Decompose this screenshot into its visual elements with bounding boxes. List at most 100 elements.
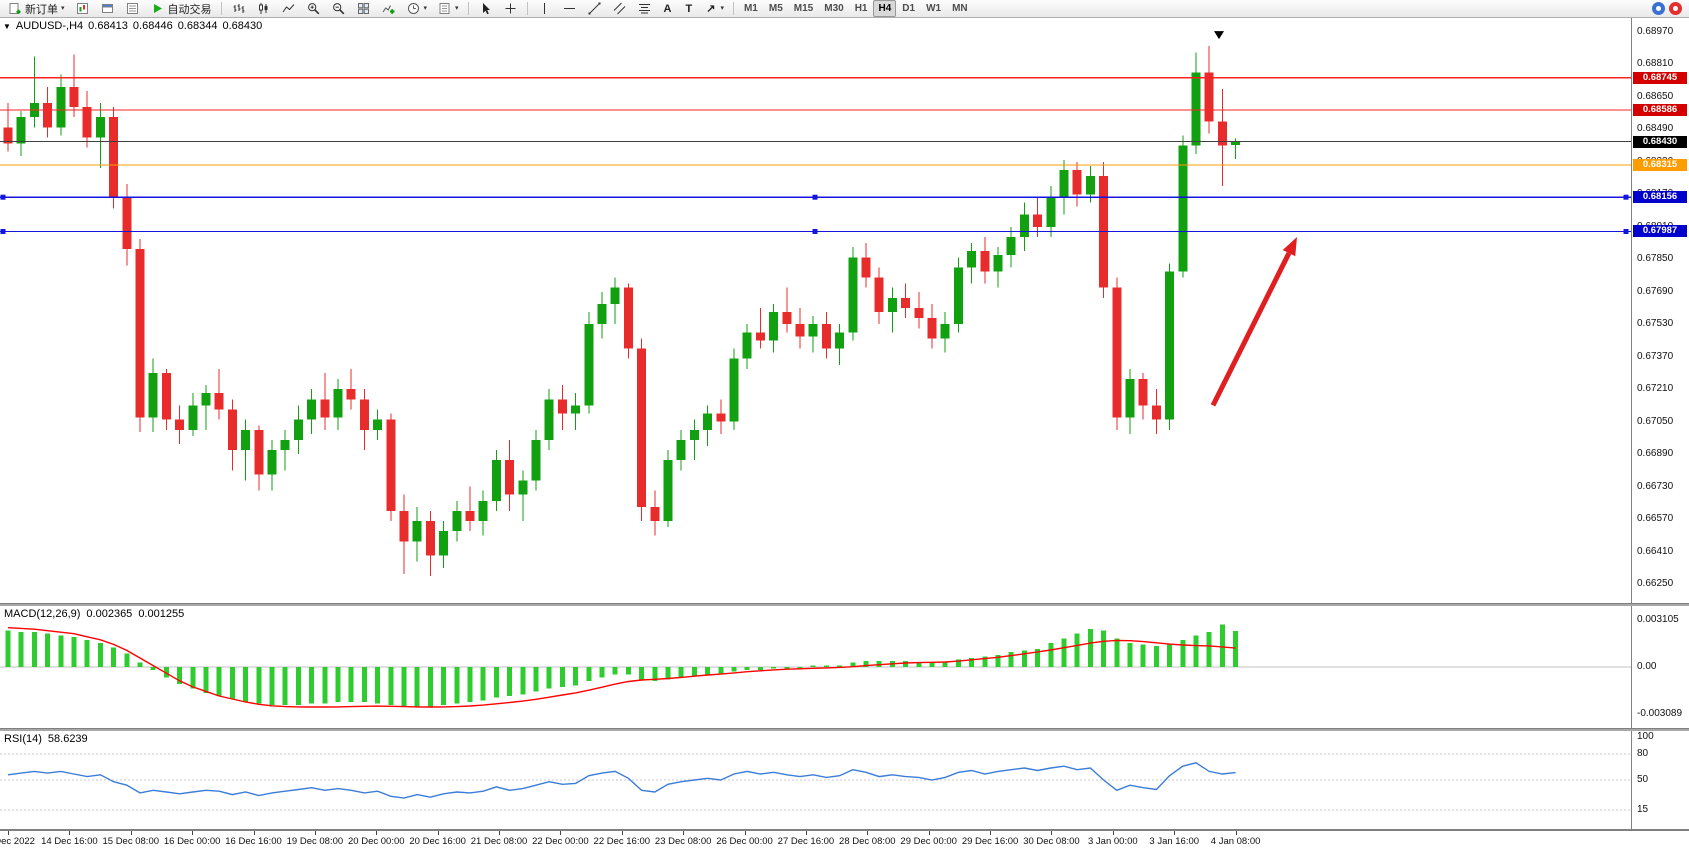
macd-histogram-bar (309, 667, 315, 704)
time-tick (1051, 831, 1053, 835)
hline-handle[interactable] (0, 194, 6, 200)
candle-body (280, 439, 290, 451)
vertical-line-tool-button[interactable] (533, 0, 556, 18)
auto-trading-button[interactable]: 自动交易 (146, 0, 216, 18)
candle-body (1059, 170, 1069, 197)
rsi-canvas[interactable] (0, 731, 1631, 829)
cursor-tool-button[interactable] (474, 0, 497, 18)
panel-splitter[interactable] (0, 604, 1689, 606)
toolbar: 新订单 ▾ 自动交易 (0, 0, 1689, 18)
price-chart-canvas[interactable] (0, 18, 1631, 603)
text-tool-button[interactable]: A (658, 0, 678, 18)
macd-histogram-bar (903, 661, 909, 668)
candle-body (782, 312, 792, 325)
zoom-in-button[interactable] (302, 0, 325, 18)
time-tick (805, 831, 807, 835)
time-label: 30 Dec 08:00 (1023, 836, 1080, 847)
trend-arrow[interactable] (1210, 251, 1292, 407)
hline-handle[interactable] (812, 194, 818, 200)
macd-histogram-bar (177, 667, 183, 684)
candlestick-chart-button[interactable] (252, 0, 275, 18)
candle-body (1138, 379, 1148, 406)
macd-histogram-bar (84, 639, 90, 668)
fibonacci-tool-button[interactable] (633, 0, 656, 18)
candle-body (1033, 214, 1043, 227)
macd-histogram-bar (1233, 631, 1239, 668)
candle-body (623, 287, 633, 349)
add-indicator-button[interactable] (377, 0, 400, 18)
price-scale[interactable]: 0.68745 0.68586 0.68430 0.68315 0.68156 0.679… (1632, 18, 1689, 603)
candle-body (148, 372, 158, 418)
timeframe-H4[interactable]: H4 (873, 0, 897, 17)
macd-histogram-bar (322, 667, 328, 704)
hline-handle[interactable] (1623, 194, 1629, 200)
hline-handle[interactable] (1623, 228, 1629, 234)
timeframe-M30[interactable]: M30 (824, 3, 844, 14)
candle-body (531, 439, 541, 481)
crosshair-tool-button[interactable] (499, 0, 522, 18)
time-label: 16 Dec 00:00 (163, 836, 221, 847)
tile-windows-button[interactable] (352, 0, 375, 18)
horizontal-line-tool-button[interactable] (558, 0, 581, 18)
macd-scale[interactable]: 0.003105 0.00 -0.003089 (1632, 606, 1689, 728)
trend-arrow-head[interactable] (1282, 236, 1297, 257)
time-tick (990, 831, 992, 835)
arrows-tool-button[interactable]: ↗ ▾ (700, 0, 728, 18)
timeframe-D1[interactable]: D1 (902, 3, 916, 14)
candle-body (122, 196, 132, 250)
fibonacci-icon (637, 1, 652, 16)
line-chart-button[interactable] (277, 0, 300, 18)
time-tick (437, 831, 439, 835)
timeframe-M15[interactable]: M15 (793, 3, 814, 14)
time-tick (744, 831, 746, 835)
candle-body (214, 393, 224, 410)
price-tick-label: 0.67050 (1637, 415, 1674, 427)
chart-menu-icon[interactable]: ▼ (3, 21, 11, 31)
candle-body (901, 297, 911, 308)
macd-histogram-bar (348, 667, 354, 703)
macd-histogram-bar (1127, 642, 1133, 668)
candle-body (478, 500, 488, 522)
new-order-button[interactable]: 新订单 ▾ (3, 0, 69, 18)
profiles-button[interactable] (96, 0, 119, 18)
candle-body (188, 405, 198, 430)
templates-button[interactable]: ▾ (433, 0, 463, 18)
macd-histogram-bar (45, 633, 51, 668)
candle-body (3, 127, 13, 144)
rsi-plot: RSI(14) 58.6239 (0, 731, 1632, 829)
periods-button[interactable]: ▾ (402, 0, 432, 18)
mql5-community-icon[interactable] (1652, 2, 1665, 15)
timeframe-MN[interactable]: MN (952, 3, 968, 14)
macd-histogram-bar (850, 662, 856, 668)
notifications-icon[interactable] (1669, 2, 1682, 15)
bar-chart-button[interactable] (227, 0, 250, 18)
timeframe-M5[interactable]: M5 (768, 3, 783, 14)
macd-histogram-bar (137, 662, 143, 668)
close-value: 0.68430 (222, 20, 263, 32)
data-window-button[interactable] (121, 0, 144, 18)
candle-body (491, 460, 501, 501)
hline-handle[interactable] (0, 228, 6, 234)
zoom-out-button[interactable] (327, 0, 350, 18)
templates-icon (437, 1, 452, 16)
candle-body (584, 324, 594, 406)
candle-body (1178, 145, 1188, 272)
time-label: 20 Dec 16:00 (409, 836, 466, 847)
timeframe-M1[interactable]: M1 (743, 3, 758, 14)
macd-histogram-bar (256, 667, 262, 704)
channel-tool-button[interactable] (608, 0, 631, 18)
panel-splitter[interactable] (0, 729, 1689, 731)
timeframe-H1[interactable]: H1 (854, 3, 868, 14)
macd-canvas[interactable] (0, 606, 1631, 728)
hline-handle[interactable] (812, 228, 818, 234)
candle-body (993, 255, 1003, 272)
macd-histogram-bar (784, 667, 790, 669)
macd-histogram-bar (678, 667, 684, 678)
rsi-scale[interactable]: 100 80 50 15 (1632, 731, 1689, 829)
label-tool-button[interactable]: T (680, 0, 699, 18)
macd-histogram-bar (97, 642, 103, 668)
trendline-tool-button[interactable] (583, 0, 606, 18)
timeframe-W1[interactable]: W1 (926, 3, 942, 14)
chart-window-button[interactable] (71, 0, 94, 18)
